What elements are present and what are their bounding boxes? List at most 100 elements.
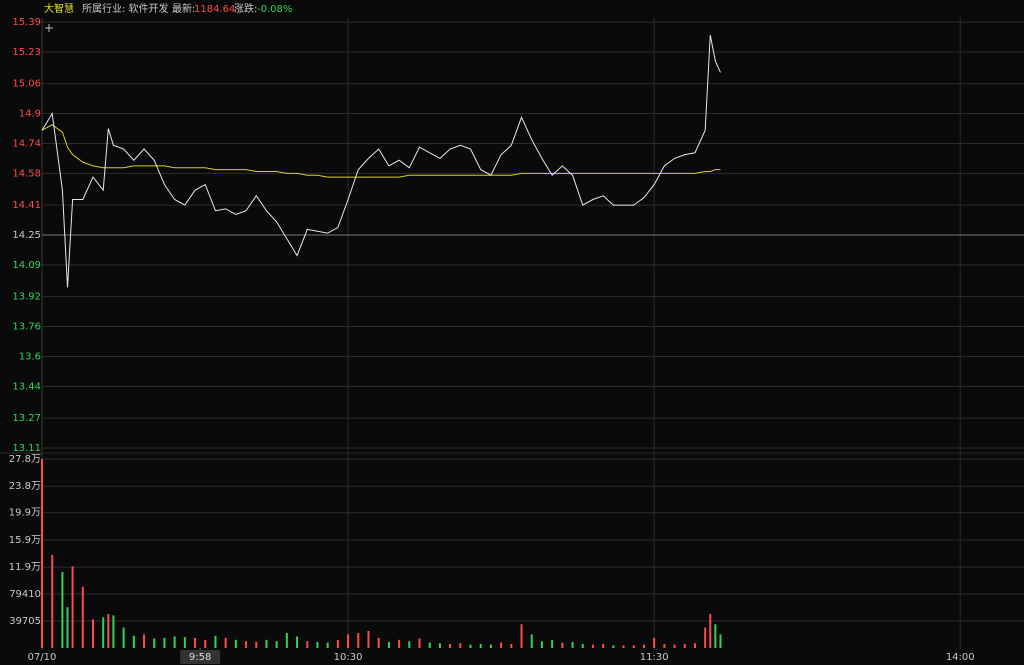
- volume-bar: [336, 639, 339, 648]
- x-tick-label: 14:00: [946, 652, 975, 663]
- volume-bar: [530, 634, 533, 648]
- volume-bar: [132, 635, 135, 648]
- y-tick-label: 13.6: [19, 351, 41, 362]
- volume-bar: [163, 637, 166, 648]
- volume-bar: [469, 644, 472, 648]
- volume-bar: [622, 645, 625, 648]
- volume-bar: [143, 634, 146, 648]
- y-tick-label: 79410: [9, 589, 41, 600]
- change-label: 涨跌:: [234, 2, 257, 15]
- volume-bar: [510, 643, 513, 648]
- y-tick-label: 15.39: [12, 17, 41, 28]
- volume-bar: [51, 554, 54, 648]
- x-tick-label: 10:30: [334, 652, 363, 663]
- price-line: [41, 34, 721, 288]
- volume-bar: [612, 645, 615, 648]
- volume-bar: [642, 644, 645, 648]
- volume-bar: [61, 571, 64, 648]
- volume-bar: [719, 634, 722, 648]
- volume-bar: [489, 644, 492, 648]
- change-value: -0.08%: [257, 4, 292, 15]
- volume-bar: [581, 643, 584, 648]
- latest-value: 1184.64: [194, 4, 235, 15]
- volume-bar: [398, 639, 401, 648]
- volume-bar: [693, 643, 696, 648]
- volume-bar: [71, 566, 74, 648]
- y-tick-label: 15.23: [12, 47, 41, 58]
- cursor-label-box: [180, 650, 221, 664]
- y-tick-label: 13.92: [12, 292, 41, 303]
- y-tick-label: 13.76: [12, 322, 41, 333]
- volume-bar: [551, 639, 554, 648]
- volume-bar: [663, 643, 666, 648]
- volume-bar: [602, 643, 605, 648]
- volume-bar: [204, 639, 207, 648]
- y-tick-label: 15.9万: [9, 535, 41, 546]
- volume-bar: [479, 643, 482, 648]
- y-tick-label: 27.8万: [9, 454, 41, 465]
- volume-bar: [714, 624, 717, 648]
- cursor-label: 9:58: [189, 652, 211, 663]
- volume-bar: [173, 636, 176, 648]
- volume-bar: [632, 645, 635, 648]
- volume-bar: [183, 637, 186, 648]
- volume-bar: [326, 642, 329, 648]
- volume-bar: [408, 641, 411, 648]
- y-tick-label: 13.27: [12, 413, 41, 424]
- volume-bar: [357, 633, 360, 648]
- y-tick-label: 15.06: [12, 79, 41, 90]
- volume-bar: [709, 614, 712, 648]
- y-tick-label: 14.41: [12, 200, 41, 211]
- volume-bar: [306, 641, 309, 648]
- volume-bar: [224, 637, 227, 648]
- volume-bar: [428, 642, 431, 648]
- volume-bar: [540, 641, 543, 648]
- x-tick-label: 11:30: [640, 652, 669, 663]
- price-line: [41, 124, 721, 178]
- volume-bar: [367, 631, 370, 648]
- y-tick-label: 19.9万: [9, 508, 41, 519]
- volume-bar: [214, 635, 217, 648]
- volume-bar: [561, 642, 564, 648]
- volume-bar: [275, 641, 278, 648]
- volume-bar: [459, 643, 462, 648]
- volume-bar: [704, 627, 707, 648]
- y-tick-label: 14.58: [12, 168, 41, 179]
- y-tick-label: 14.74: [12, 138, 41, 149]
- volume-bar: [245, 641, 248, 648]
- y-tick-label: 23.8万: [9, 481, 41, 492]
- volume-bar: [66, 607, 69, 648]
- volume-bar: [153, 638, 156, 648]
- volume-bar: [92, 619, 95, 648]
- y-tick-label: 11.9万: [9, 562, 41, 573]
- y-tick-label: 39705: [9, 616, 41, 627]
- volume-bar: [112, 615, 115, 648]
- volume-bar: [377, 637, 380, 648]
- volume-bar: [449, 643, 452, 648]
- volume-bar: [255, 641, 258, 648]
- volume-bar: [122, 627, 125, 648]
- volume-bar: [520, 624, 523, 648]
- volume-bar: [285, 633, 288, 648]
- volume-bar: [296, 636, 299, 648]
- volume-bar: [683, 643, 686, 648]
- y-tick-label: 14.9: [19, 109, 41, 120]
- volume-bar: [673, 644, 676, 648]
- stock-name: 大智慧: [44, 2, 74, 15]
- y-tick-label: 14.25: [12, 230, 41, 241]
- volume-bar: [591, 644, 594, 648]
- industry: 所属行业: 软件开发: [82, 2, 169, 15]
- volume-bar: [234, 639, 237, 648]
- y-tick-label: 13.44: [12, 381, 41, 392]
- x-tick-label: 07/10: [28, 652, 57, 663]
- volume-bar: [571, 641, 574, 648]
- volume-bar: [41, 459, 43, 648]
- volume-bar: [500, 642, 503, 648]
- crosshair-icon: [45, 24, 53, 32]
- y-tick-label: 14.09: [12, 260, 41, 271]
- volume-bar: [107, 614, 110, 648]
- y-tick-label: 13.11: [12, 443, 41, 454]
- volume-bar: [102, 617, 105, 648]
